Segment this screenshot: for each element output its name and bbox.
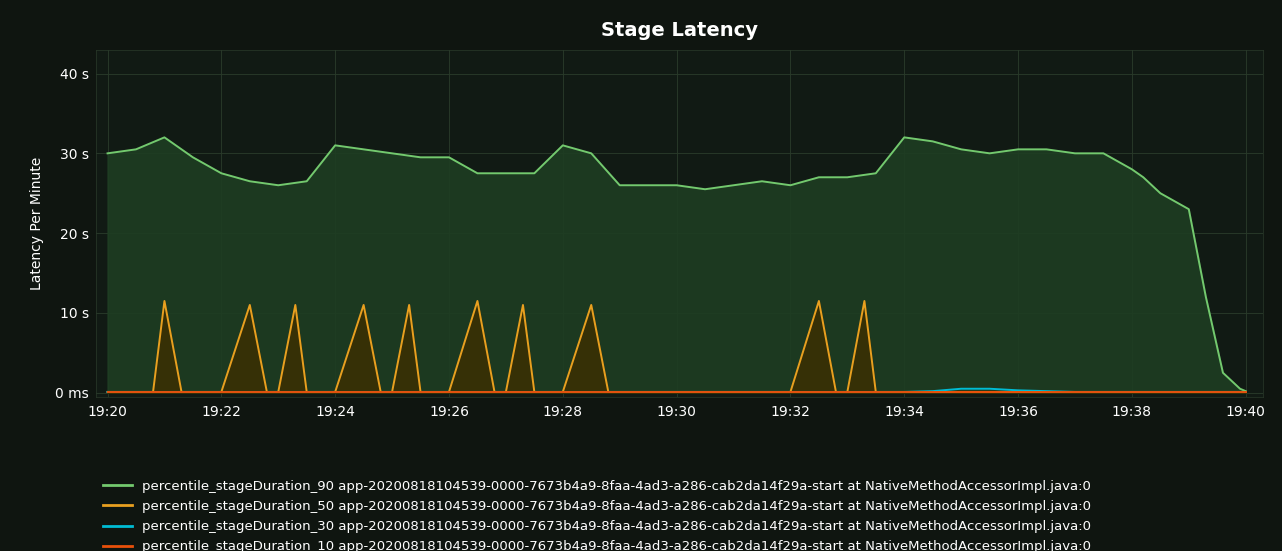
Y-axis label: Latency Per Minute: Latency Per Minute [31,156,45,290]
Title: Stage Latency: Stage Latency [601,21,758,40]
Legend: percentile_stageDuration_90 app-20200818104539-0000-7673b4a9-8faa-4ad3-a286-cab2: percentile_stageDuration_90 app-20200818… [103,480,1091,551]
